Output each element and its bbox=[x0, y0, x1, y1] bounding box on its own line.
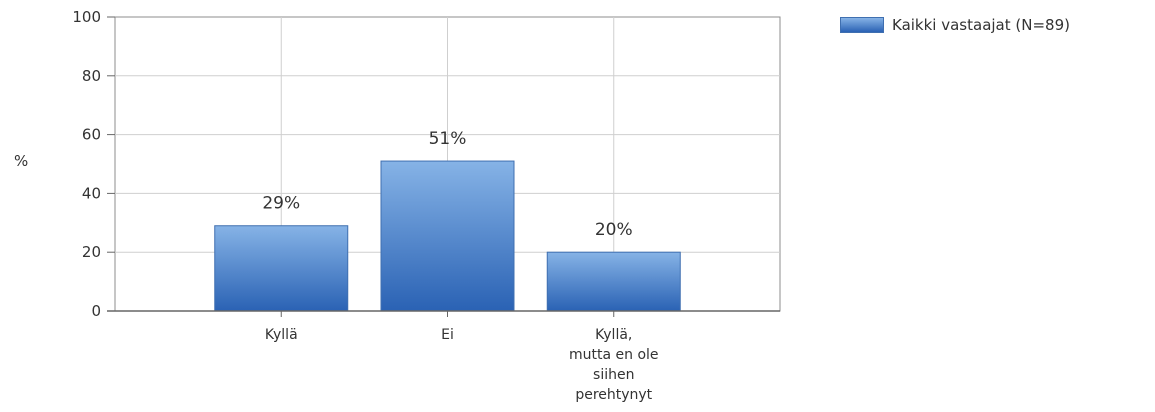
bar-2 bbox=[546, 251, 681, 312]
data-labels: 29% 51% 20% bbox=[262, 129, 632, 240]
data-label: 29% bbox=[262, 194, 300, 214]
x-tick-label: Ei bbox=[441, 327, 454, 343]
y-tick-label: 100 bbox=[72, 8, 101, 26]
x-tick-label: mutta en ole bbox=[569, 347, 659, 363]
y-tick-label: 60 bbox=[82, 126, 101, 144]
x-tick-label: Kyllä, bbox=[595, 327, 632, 343]
y-tick-label: 80 bbox=[82, 67, 101, 85]
legend-label: Kaikki vastaajat (N=89) bbox=[892, 16, 1070, 34]
y-axis-ticks: 0 20 40 60 80 100 bbox=[72, 8, 115, 320]
legend-swatch bbox=[840, 17, 884, 33]
legend: Kaikki vastaajat (N=89) bbox=[840, 16, 1070, 34]
x-tick-label: perehtynyt bbox=[575, 387, 652, 403]
y-tick-label: 20 bbox=[82, 243, 101, 261]
data-label: 51% bbox=[429, 129, 467, 149]
y-tick-label: 40 bbox=[82, 184, 101, 202]
x-tick-label: Kyllä bbox=[265, 327, 298, 343]
y-tick-label: 0 bbox=[91, 302, 101, 320]
y-axis-label: % bbox=[14, 152, 28, 170]
x-axis-ticks: Kyllä Ei Kyllä, mutta en ole siihen perehtyny… bbox=[107, 310, 780, 403]
bar-0 bbox=[214, 225, 349, 312]
x-tick-label: siihen bbox=[593, 367, 634, 383]
data-label: 20% bbox=[595, 220, 633, 240]
bar-1 bbox=[380, 160, 515, 312]
